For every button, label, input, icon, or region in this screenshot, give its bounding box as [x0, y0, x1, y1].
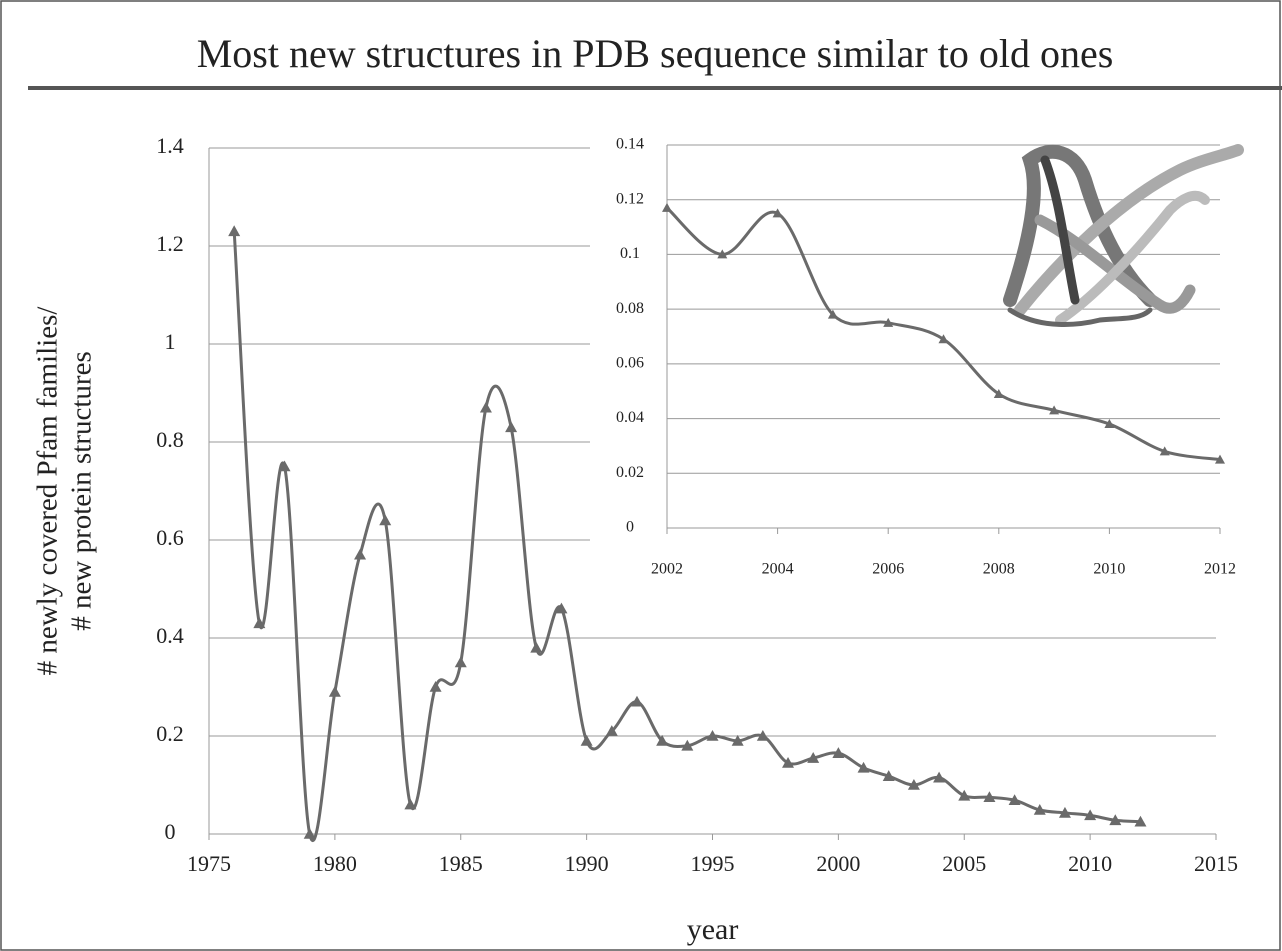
- data-point: [1109, 814, 1122, 826]
- data-point: [303, 828, 316, 839]
- y-axis-label: # newly covered Pfam families/: [32, 306, 64, 676]
- y-tick-label: 0.08: [616, 300, 644, 317]
- data-point: [228, 225, 241, 237]
- data-point: [857, 761, 870, 773]
- data-point: [278, 460, 291, 472]
- data-point: [933, 771, 946, 783]
- data-point: [983, 791, 996, 803]
- data-point: [756, 730, 769, 741]
- data-point: [656, 734, 669, 746]
- data-point: [1215, 454, 1225, 464]
- data-point: [605, 725, 618, 736]
- inset-background: [590, 128, 1260, 598]
- data-point: [681, 739, 694, 751]
- data-point: [772, 208, 783, 218]
- loop: [1007, 307, 1153, 327]
- y-tick-label: 0.1: [620, 245, 640, 262]
- y-axis-label: # new protein structures: [66, 351, 98, 630]
- data-line: [665, 206, 1221, 462]
- y-tick-label: 0.04: [616, 409, 644, 426]
- y-tick-label: 1: [165, 329, 176, 354]
- protein-illustration: [1003, 144, 1244, 327]
- y-tick-label: 1.4: [156, 133, 184, 158]
- x-axis-label: year: [687, 913, 739, 946]
- x-tick-label: 2004: [762, 561, 794, 578]
- data-point: [1049, 405, 1060, 415]
- x-tick-label: 2005: [942, 851, 986, 876]
- y-tick-label: 0.4: [156, 623, 184, 648]
- title-rule: [28, 86, 1282, 90]
- data-point: [662, 202, 672, 212]
- data-point: [1008, 794, 1021, 805]
- x-tick-label: 1985: [439, 851, 483, 876]
- inset-chart: 0 0.02 0.04 0.06 0.08 0.1 0.12 0.14 2002 2004 2006…: [616, 136, 1236, 578]
- x-tick-label: 1975: [187, 851, 231, 876]
- data-point: [530, 641, 543, 653]
- data-point: [454, 656, 467, 668]
- data-point: [717, 249, 728, 259]
- x-tick-label: 2012: [1204, 561, 1236, 578]
- data-point: [882, 770, 895, 781]
- x-tick-label: 2002: [651, 561, 683, 578]
- x-tick-label: 2008: [983, 561, 1015, 578]
- data-point: [1104, 419, 1115, 429]
- data-point: [1058, 806, 1071, 818]
- data-point: [706, 730, 719, 741]
- y-tick-label: 0.6: [156, 525, 184, 550]
- x-tick-label: 2010: [1093, 561, 1125, 578]
- ribbon: [1034, 214, 1196, 314]
- data-point: [938, 334, 949, 344]
- x-tick-label: 2000: [816, 851, 860, 876]
- y-tick-label: 0: [626, 519, 634, 536]
- ribbon: [1040, 155, 1080, 305]
- data-point: [782, 756, 795, 768]
- data-point: [354, 548, 367, 560]
- ribbon: [1014, 144, 1244, 316]
- main-chart: 0 0.2 0.4 0.6 0.8 1 1.2 1.4 1975 1980 1985 1990 1995…: [32, 133, 1238, 946]
- y-tick-label: 0.2: [156, 721, 184, 746]
- data-point: [505, 421, 518, 433]
- x-tick-label: 2015: [1194, 851, 1238, 876]
- x-tick-label: 2006: [872, 561, 904, 578]
- data-point: [1033, 803, 1046, 815]
- data-point: [1134, 815, 1147, 827]
- data-point: [630, 695, 643, 707]
- data-point: [328, 685, 341, 697]
- data-point: [253, 617, 266, 629]
- data-point: [827, 309, 838, 319]
- data-point: [832, 747, 845, 758]
- x-tick-label: 1980: [313, 851, 357, 876]
- x-tick-label: 2010: [1068, 851, 1112, 876]
- data-point: [907, 779, 920, 790]
- data-point: [429, 681, 442, 692]
- y-tick-label: 1.2: [156, 231, 184, 256]
- y-tick-label: 0.8: [156, 427, 184, 452]
- data-point: [1084, 809, 1097, 821]
- y-tick-label: 0.06: [616, 355, 644, 372]
- slide-title: Most new structures in PDB sequence simi…: [197, 31, 1114, 76]
- data-point: [883, 317, 894, 327]
- data-point: [731, 734, 744, 746]
- y-tick-label: 0.12: [616, 190, 644, 207]
- x-tick-label: 1990: [565, 851, 609, 876]
- data-point: [807, 752, 820, 763]
- data-point: [404, 798, 417, 810]
- y-tick-label: 0.14: [616, 136, 644, 153]
- x-tick-label: 1995: [691, 851, 735, 876]
- data-point: [555, 602, 568, 614]
- y-tick-label: 0: [165, 819, 176, 844]
- data-point: [379, 514, 392, 526]
- y-tick-label: 0.02: [616, 464, 644, 481]
- ribbon: [1003, 144, 1157, 307]
- data-point: [958, 789, 971, 801]
- data-line: [232, 231, 1141, 843]
- data-point: [993, 388, 1004, 398]
- data-point: [1159, 446, 1170, 456]
- ribbon: [1055, 190, 1210, 325]
- data-point: [580, 734, 593, 746]
- data-point: [479, 401, 492, 413]
